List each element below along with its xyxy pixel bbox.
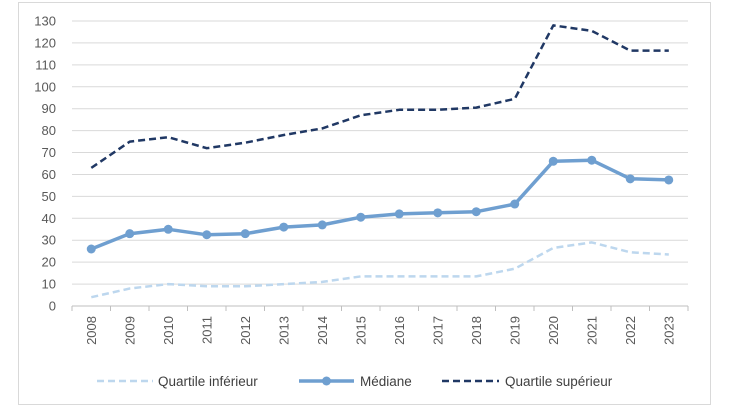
y-tick-label: 110 xyxy=(35,57,56,72)
x-tick-label: 2022 xyxy=(623,316,638,345)
median-point xyxy=(240,229,250,239)
legend-label: Quartile supérieur xyxy=(505,374,613,389)
y-tick-label: 70 xyxy=(42,145,56,160)
x-tick-label: 2013 xyxy=(276,316,291,345)
median-point xyxy=(664,175,674,185)
y-tick-label: 10 xyxy=(42,277,56,292)
median-point xyxy=(587,155,597,165)
x-tick-label: 2015 xyxy=(353,316,368,345)
y-tick-label: 60 xyxy=(42,167,56,182)
median-point xyxy=(86,244,96,254)
gridlines xyxy=(72,20,688,307)
series-lines xyxy=(86,24,674,299)
x-axis-ticks: 2008 2009 2010 2011 2012 2013 2014 2015 2016 2017… xyxy=(71,306,689,345)
median-point xyxy=(202,230,212,240)
legend-label: Médiane xyxy=(360,374,412,389)
legend-label: Quartile inférieur xyxy=(158,374,258,389)
y-tick-label: 120 xyxy=(34,35,56,50)
y-tick-label: 100 xyxy=(34,79,56,94)
x-tick-label: 2012 xyxy=(238,316,253,345)
x-tick-label: 2019 xyxy=(507,316,522,345)
x-tick-label: 2016 xyxy=(392,316,407,345)
series-line-median xyxy=(90,158,669,251)
y-tick-label: 40 xyxy=(42,211,56,226)
x-tick-label: 2021 xyxy=(584,316,599,345)
legend: Quartile inférieur Médiane Quartile supéri… xyxy=(97,374,613,389)
chart-frame xyxy=(18,2,711,405)
median-point xyxy=(163,224,173,234)
y-tick-label: 90 xyxy=(42,101,56,116)
y-axis-ticks: 0 10 20 30 40 50 60 70 80 90 100 110 120 130 xyxy=(34,14,56,314)
median-point xyxy=(548,156,558,166)
median-point xyxy=(356,212,366,222)
median-point xyxy=(471,207,481,217)
x-tick-label: 2010 xyxy=(161,316,176,345)
x-tick-label: 2020 xyxy=(546,316,561,345)
x-tick-label: 2008 xyxy=(84,316,99,345)
median-point xyxy=(317,220,327,230)
x-tick-label: 2018 xyxy=(469,316,484,345)
median-point xyxy=(279,222,289,232)
median-point xyxy=(394,209,404,219)
legend-marker xyxy=(322,376,331,386)
x-tick-label: 2023 xyxy=(661,316,676,345)
series-line-upper-quartile xyxy=(90,24,669,169)
x-tick-label: 2011 xyxy=(199,316,214,344)
y-tick-label: 30 xyxy=(42,233,56,248)
median-point xyxy=(510,199,520,209)
x-tick-label: 2017 xyxy=(430,316,445,345)
median-point xyxy=(125,229,135,239)
x-tick-label: 2014 xyxy=(315,316,330,345)
median-point xyxy=(433,208,443,218)
y-tick-label: 20 xyxy=(42,255,56,270)
x-tick-label: 2009 xyxy=(122,316,137,345)
y-tick-label: 80 xyxy=(42,123,56,138)
median-point xyxy=(625,174,635,184)
y-tick-label: 50 xyxy=(42,189,56,204)
series-line-lower-quartile xyxy=(91,241,669,299)
y-tick-label: 130 xyxy=(34,14,56,29)
y-tick-label: 0 xyxy=(49,299,56,314)
